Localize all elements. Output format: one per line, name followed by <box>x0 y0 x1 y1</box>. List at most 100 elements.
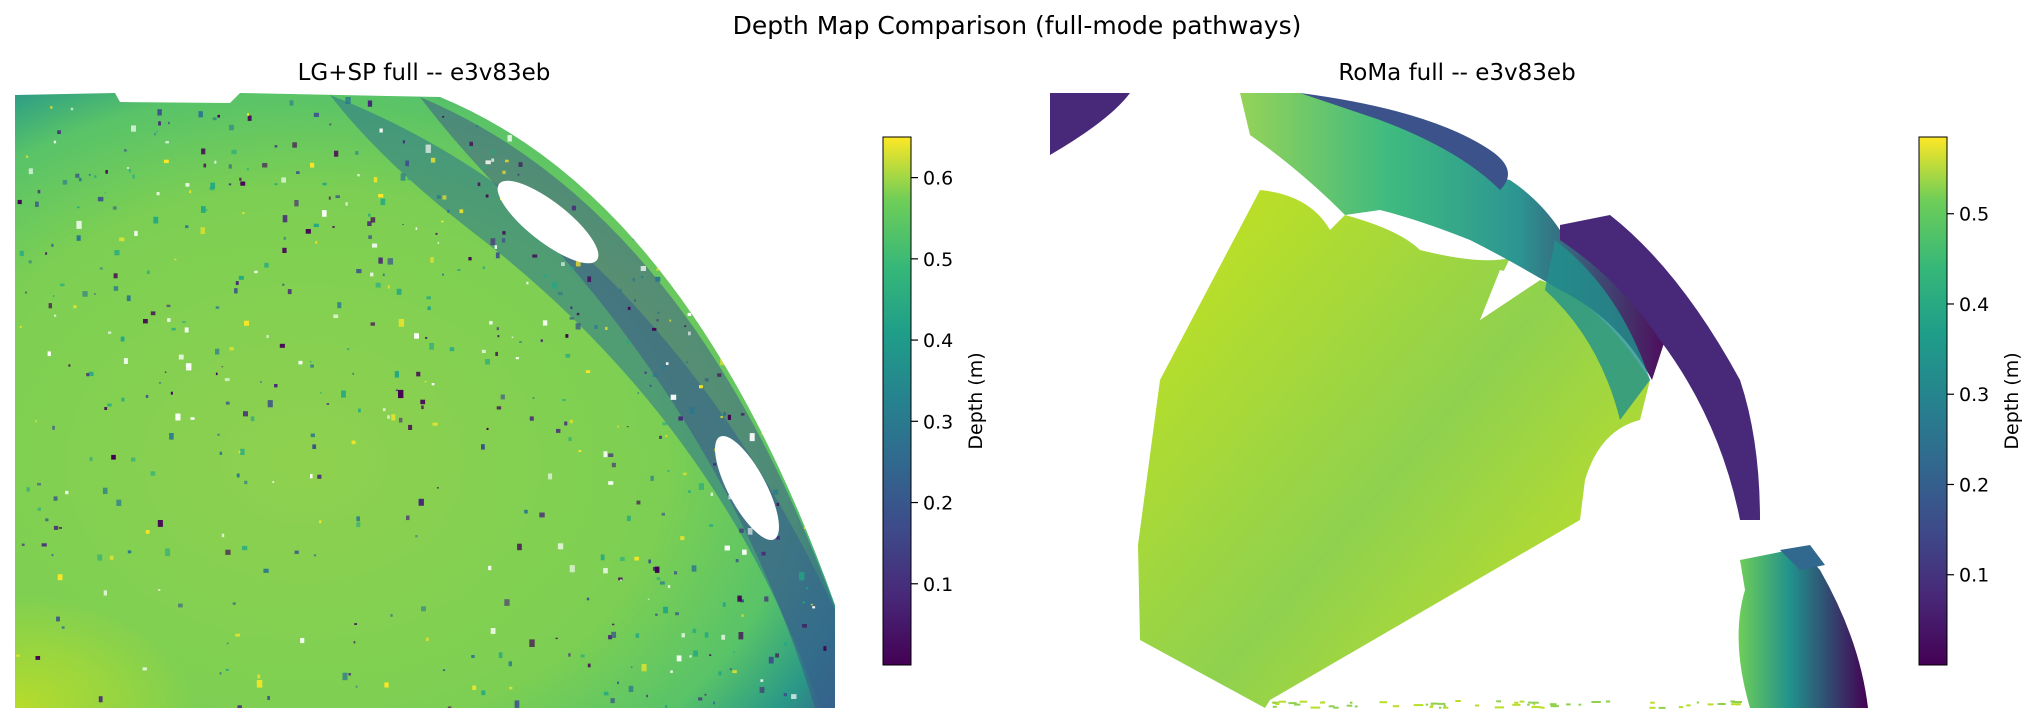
noise-speck <box>723 284 728 288</box>
noise-speck <box>652 327 657 331</box>
noise-speck <box>98 696 103 703</box>
noise-speck <box>224 378 230 382</box>
noise-speck <box>720 207 726 213</box>
noise-speck <box>159 382 161 384</box>
noise-speck <box>442 116 445 118</box>
noise-speck <box>240 448 245 455</box>
noise-speck <box>712 104 718 111</box>
noise-speck <box>158 121 161 126</box>
noise-speck <box>182 321 186 324</box>
bottom-fragment <box>1294 703 1301 706</box>
noise-speck <box>45 518 49 522</box>
noise-speck <box>103 590 107 596</box>
noise-speck <box>124 149 127 152</box>
noise-speck <box>37 482 41 486</box>
bottom-fragment <box>1354 705 1358 708</box>
noise-speck <box>442 195 447 200</box>
noise-speck <box>804 171 809 176</box>
noise-speck <box>749 283 753 289</box>
noise-speck <box>686 243 692 251</box>
bottom-fragment <box>1392 705 1400 708</box>
noise-speck <box>28 168 33 175</box>
bottom-fragment <box>1512 703 1521 706</box>
noise-speck <box>761 432 765 435</box>
noise-speck <box>426 296 431 300</box>
noise-speck <box>310 433 315 438</box>
noise-speck <box>185 183 190 187</box>
noise-speck <box>61 626 65 629</box>
noise-speck <box>504 599 510 606</box>
noise-speck <box>710 271 715 274</box>
noise-speck <box>683 472 687 476</box>
bottom-fragment <box>1696 701 1700 704</box>
noise-speck <box>671 185 674 189</box>
noise-speck <box>367 100 373 107</box>
noise-speck <box>370 272 374 277</box>
noise-speck <box>326 403 330 405</box>
noise-speck <box>52 425 55 430</box>
noise-speck <box>761 551 766 556</box>
noise-speck <box>670 260 675 267</box>
noise-speck <box>784 154 789 160</box>
noise-speck <box>730 340 733 343</box>
noise-speck <box>201 148 206 155</box>
bottom-fragment <box>1530 701 1539 704</box>
noise-speck <box>634 299 636 302</box>
noise-speck <box>246 168 249 171</box>
noise-speck <box>190 417 195 420</box>
bottom-fragment <box>1443 706 1449 709</box>
noise-speck <box>790 116 793 119</box>
noise-speck <box>116 499 122 506</box>
noise-speck <box>121 397 125 402</box>
noise-speck <box>82 291 88 297</box>
noise-speck <box>802 601 805 604</box>
noise-speck <box>710 213 715 218</box>
noise-speck <box>54 314 57 317</box>
noise-speck <box>710 492 714 496</box>
noise-speck <box>704 263 707 267</box>
noise-speck <box>398 417 403 423</box>
noise-speck <box>296 171 300 174</box>
noise-speck <box>313 223 319 228</box>
noise-speck <box>387 285 390 289</box>
noise-speck <box>806 484 811 488</box>
bottom-fragment <box>1686 704 1691 707</box>
noise-speck <box>430 157 436 163</box>
noise-speck <box>594 325 598 329</box>
noise-speck <box>25 291 27 294</box>
noise-speck <box>58 527 62 529</box>
noise-speck <box>387 415 390 419</box>
noise-speck <box>529 416 534 421</box>
noise-speck <box>419 500 424 506</box>
noise-speck <box>495 252 500 259</box>
noise-speck <box>214 160 217 164</box>
noise-speck <box>184 327 189 333</box>
noise-speck <box>540 339 543 342</box>
noise-speck <box>661 365 666 370</box>
noise-speck <box>539 512 545 518</box>
noise-speck <box>699 385 703 389</box>
noise-speck <box>52 295 55 297</box>
noise-speck <box>157 109 162 116</box>
noise-speck <box>632 233 638 241</box>
noise-speck <box>812 606 816 609</box>
noise-speck <box>665 260 671 268</box>
noise-speck <box>624 109 629 115</box>
noise-speck <box>298 360 303 365</box>
bottom-fragment <box>1443 704 1446 707</box>
bottom-fragment <box>1566 703 1571 706</box>
bottom-fragment <box>1439 706 1442 709</box>
bottom-fragment <box>1527 703 1530 706</box>
noise-speck <box>822 305 828 313</box>
noise-speck <box>57 574 63 581</box>
noise-speck <box>496 327 499 331</box>
panel-lgsp: LG+SP full -- e3v83eb 0.1 0.2 0.3 0.4 0.5 0.6… <box>15 60 987 708</box>
noise-speck <box>482 165 486 170</box>
noise-speck <box>723 316 729 325</box>
bottom-fragment <box>1735 703 1740 706</box>
noise-speck <box>254 270 258 274</box>
noise-speck <box>688 490 691 493</box>
bottom-fragment <box>1475 704 1480 707</box>
noise-speck <box>334 150 339 157</box>
